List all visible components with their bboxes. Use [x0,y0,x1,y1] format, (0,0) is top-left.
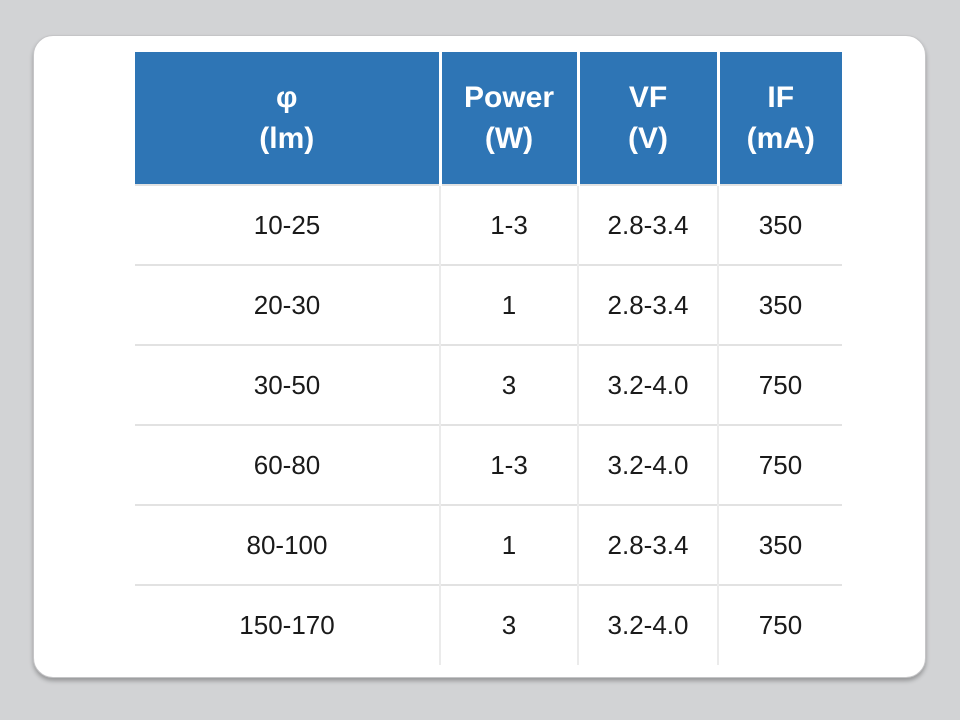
cell-power: 3 [439,344,578,425]
cell-power: 1-3 [439,424,578,505]
table-row: 30-50 3 3.2-4.0 750 [135,344,842,425]
cell-luminous-flux: 60-80 [135,424,440,505]
cell-forward-current: 350 [717,264,842,345]
cell-forward-voltage: 3.2-4.0 [577,424,718,505]
led-spec-table: φ (lm) Power (W) VF (V) IF (mA) 10- [135,52,842,665]
cell-power: 1-3 [439,184,578,265]
cell-power: 1 [439,264,578,345]
cell-forward-current: 350 [717,504,842,585]
cell-forward-voltage: 2.8-3.4 [577,264,718,345]
column-unit: (V) [628,122,668,155]
cell-forward-voltage: 3.2-4.0 [577,584,718,665]
cell-luminous-flux: 80-100 [135,504,440,585]
cell-forward-voltage: 2.8-3.4 [577,184,718,265]
column-unit: (mA) [746,122,815,155]
table-row: 150-170 3 3.2-4.0 750 [135,584,842,665]
column-symbol: VF [628,81,668,114]
column-header-forward-voltage: VF (V) [576,52,718,185]
cell-forward-current: 350 [717,184,842,265]
cell-forward-current: 750 [717,344,842,425]
table-row: 10-25 1-3 2.8-3.4 350 [135,184,842,265]
cell-forward-current: 750 [717,424,842,505]
column-symbol: φ [276,81,298,114]
cell-luminous-flux: 30-50 [135,344,440,425]
cell-forward-current: 750 [717,584,842,665]
column-header-luminous-flux: φ (lm) [135,52,440,185]
column-unit: (W) [484,122,534,155]
header-row: φ (lm) Power (W) VF (V) IF (mA) [135,52,842,185]
table-row: 20-30 1 2.8-3.4 350 [135,264,842,345]
table-row: 60-80 1-3 3.2-4.0 750 [135,424,842,505]
cell-luminous-flux: 10-25 [135,184,440,265]
cell-forward-voltage: 2.8-3.4 [577,504,718,585]
cell-luminous-flux: 150-170 [135,584,440,665]
cell-forward-voltage: 3.2-4.0 [577,344,718,425]
column-symbol: Power [463,81,555,114]
column-header-power: Power (W) [438,52,578,185]
cell-power: 1 [439,504,578,585]
column-header-forward-current: IF (mA) [716,52,842,185]
column-unit: (lm) [259,122,315,155]
column-symbol: IF [767,81,795,114]
table-row: 80-100 1 2.8-3.4 350 [135,504,842,585]
cell-power: 3 [439,584,578,665]
cell-luminous-flux: 20-30 [135,264,440,345]
